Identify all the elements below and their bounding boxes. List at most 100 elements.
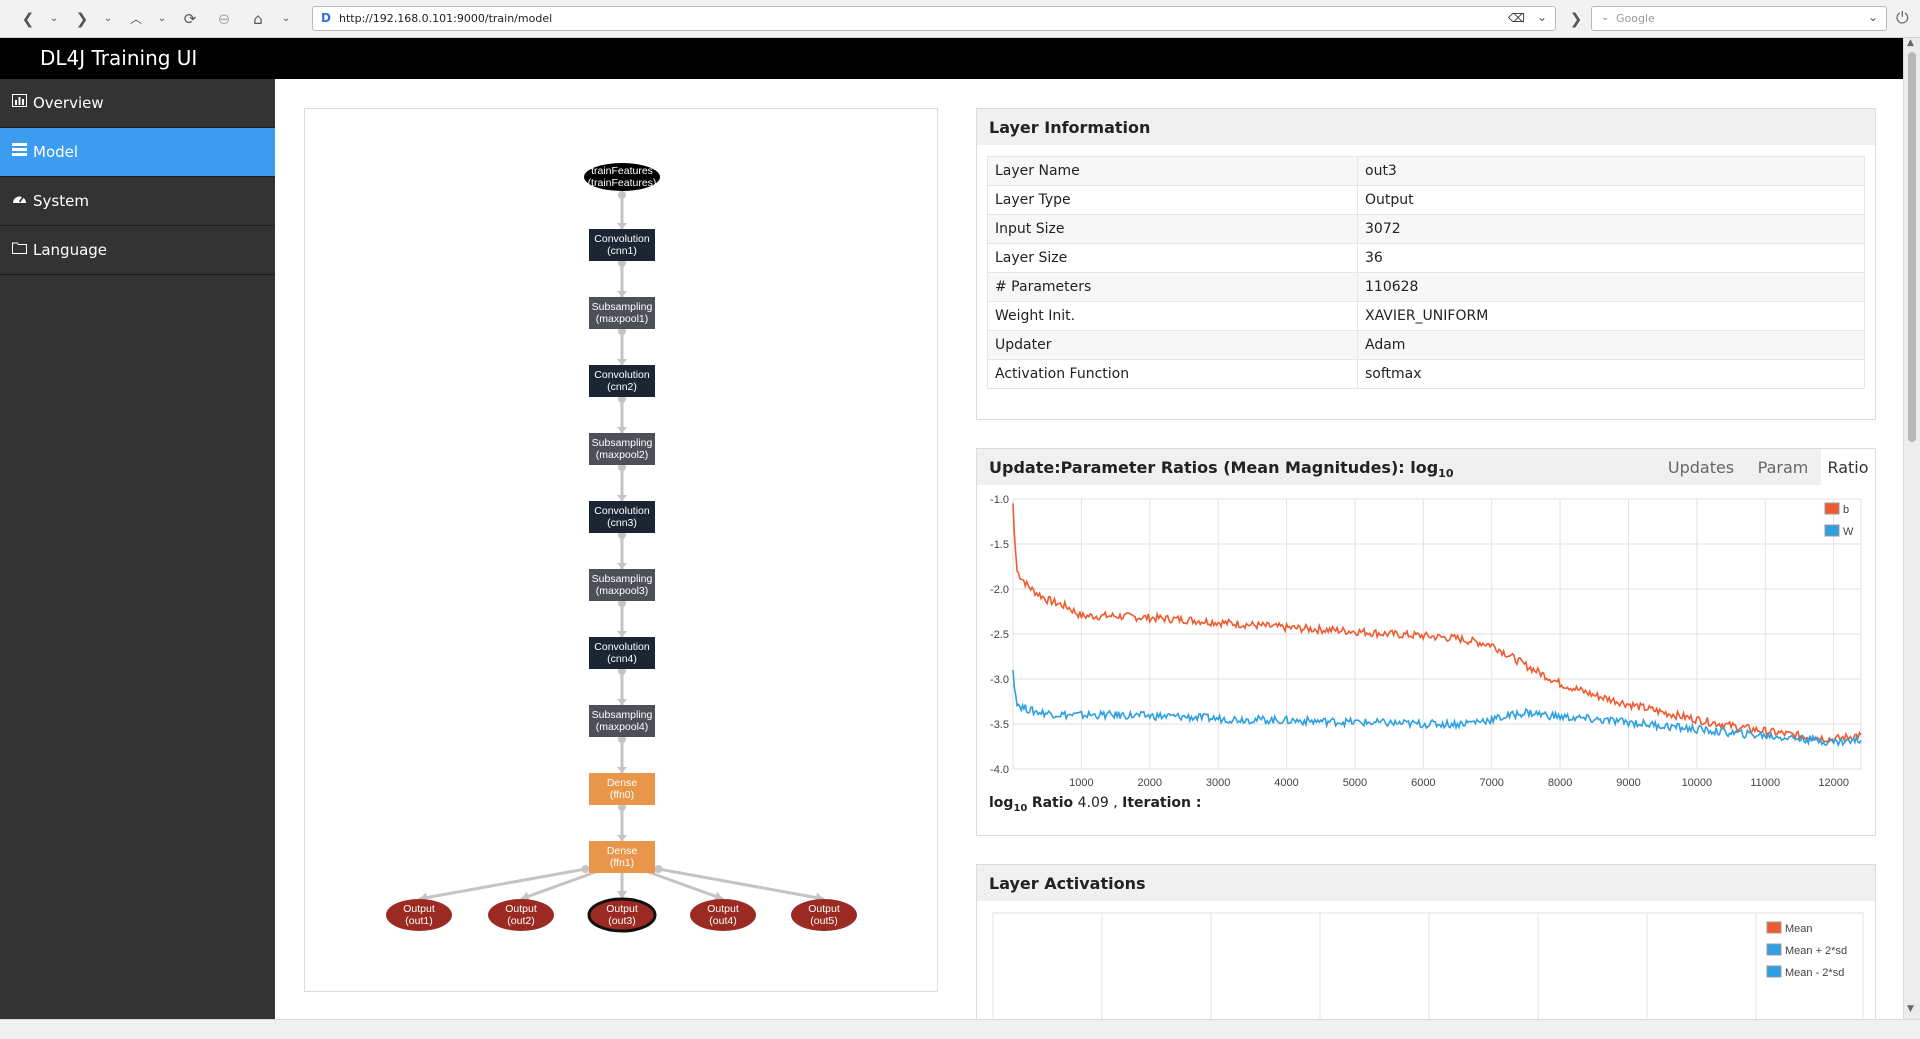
reload-icon[interactable]: ⟳ [183, 10, 197, 28]
x-tick-label: 2000 [1138, 777, 1162, 789]
graph-node-output[interactable]: Output(out3) [587, 897, 657, 933]
node-label: Subsampling [592, 301, 653, 313]
layer-info-title: Layer Information [989, 118, 1151, 137]
back-history-icon[interactable]: ⌄ [49, 13, 59, 24]
search-dropdown-icon[interactable]: ⌄ [1867, 10, 1878, 24]
node-shape[interactable] [386, 899, 452, 931]
y-tick-label: -1.0 [990, 494, 1009, 506]
node-shape[interactable] [690, 899, 756, 931]
node-shape[interactable] [589, 229, 655, 261]
table-row: Activation Function softmax [987, 359, 1865, 389]
forward-icon[interactable]: ❯ [75, 10, 89, 28]
y-tick-label: -1.5 [990, 539, 1009, 551]
scroll-down-icon[interactable]: ▼ [1907, 1004, 1914, 1014]
node-shape[interactable] [488, 899, 554, 931]
edge-arrow [617, 495, 627, 501]
series-line-W[interactable] [1012, 669, 1862, 748]
graph-node-input[interactable]: trainFeatures(trainFeatures) [584, 163, 660, 191]
ratio-chart[interactable]: 1000 2000 3000 4000 5000 6000 7000 8000 9000 1000… [977, 489, 1875, 789]
graph-node-dense[interactable]: Dense(ffn0) [589, 773, 655, 805]
node-sublabel: (cnn1) [607, 245, 637, 257]
forward-history-icon[interactable]: ⌄ [103, 13, 113, 24]
legend-swatch [1824, 502, 1840, 515]
series-line-b[interactable] [1012, 503, 1862, 745]
tab-ratio[interactable]: Ratio [1821, 449, 1875, 485]
home-menu-icon[interactable]: ⌄ [281, 13, 291, 24]
graph-edge [639, 867, 724, 901]
graph-node-conv[interactable]: Convolution(cnn3) [589, 501, 655, 533]
ratio-chart-panel: Update:Parameter Ratios (Mean Magnitudes… [976, 448, 1876, 836]
up-history-icon[interactable]: ⌄ [157, 13, 167, 24]
legend-label: b [1843, 504, 1849, 516]
info-key: Layer Name [987, 156, 1358, 186]
node-shape[interactable] [589, 365, 655, 397]
scrollbar-thumb[interactable] [1908, 52, 1916, 442]
sidebar-item-language[interactable]: Language [0, 226, 275, 275]
graph-edge [418, 867, 586, 901]
back-icon[interactable]: ❮ [21, 10, 35, 28]
node-sublabel: (out5) [810, 915, 837, 927]
node-shape[interactable] [587, 897, 657, 933]
graph-node-pool[interactable]: Subsampling(maxpool4) [589, 705, 655, 737]
stop-icon[interactable]: ⊖ [217, 10, 231, 28]
graph-node-output[interactable]: Output(out4) [690, 899, 756, 931]
go-icon[interactable]: ❯ [1569, 10, 1583, 28]
graph-node-conv[interactable]: Convolution(cnn1) [589, 229, 655, 261]
graph-node-output[interactable]: Output(out2) [488, 899, 554, 931]
node-shape[interactable] [589, 433, 655, 465]
graph-node-dense[interactable]: Dense(ffn1) [589, 841, 655, 873]
edge-arrow [617, 631, 627, 637]
panel-header: Layer Activations [977, 865, 1875, 901]
plot-area [992, 912, 1864, 1025]
graph-node-output[interactable]: Output(out1) [386, 899, 452, 931]
node-shape[interactable] [589, 569, 655, 601]
graph-node-pool[interactable]: Subsampling(maxpool2) [589, 433, 655, 465]
search-input[interactable]: Google [1616, 12, 1655, 25]
url-dropdown-icon[interactable]: ⌄ [1536, 10, 1547, 24]
node-shape[interactable] [589, 297, 655, 329]
ratio-value: 4.09 [1077, 795, 1109, 811]
edge-arrow [617, 563, 627, 569]
iteration-label: Iteration : [1122, 795, 1202, 811]
graph-node-output[interactable]: Output(out5) [791, 899, 857, 931]
node-shape[interactable] [584, 163, 660, 191]
graph-node-conv[interactable]: Convolution(cnn2) [589, 365, 655, 397]
search-box[interactable]: ⌄ Google ⌄ [1591, 6, 1887, 31]
up-icon[interactable]: ︿ [129, 12, 142, 26]
table-row: Layer Name out3 [987, 156, 1865, 186]
sidebar-item-overview[interactable]: Overview [0, 79, 275, 128]
graph-node-conv[interactable]: Convolution(cnn4) [589, 637, 655, 669]
sidebar-item-system[interactable]: System [0, 177, 275, 226]
url-text[interactable]: http://192.168.0.101:9000/train/model [339, 12, 553, 25]
horizontal-scrollbar[interactable] [0, 1019, 1920, 1039]
legend-swatch [1824, 524, 1840, 537]
vertical-scrollbar[interactable]: ▲ ▼ [1903, 38, 1920, 1019]
node-shape[interactable] [589, 841, 655, 873]
node-shape[interactable] [589, 705, 655, 737]
node-sublabel: (maxpool4) [596, 721, 649, 733]
clear-url-icon[interactable]: ⌫ [1508, 11, 1525, 25]
x-tick-label: 3000 [1206, 777, 1230, 789]
y-tick-label: -2.5 [990, 629, 1009, 641]
edge-joint [581, 865, 590, 873]
tab-param[interactable]: Param [1757, 458, 1809, 477]
activations-chart[interactable]: Mean Mean + 2*sd Mean - 2*sd [977, 901, 1875, 1025]
layer-activations-title: Layer Activations [989, 874, 1146, 893]
graph-node-pool[interactable]: Subsampling(maxpool1) [589, 297, 655, 329]
x-tick-label: 6000 [1411, 777, 1435, 789]
graph-node-pool[interactable]: Subsampling(maxpool3) [589, 569, 655, 601]
tab-updates[interactable]: Updates [1667, 458, 1735, 477]
y-tick-label: -2.0 [990, 584, 1009, 596]
node-shape[interactable] [589, 501, 655, 533]
node-shape[interactable] [791, 899, 857, 931]
legend-label: Mean + 2*sd [1785, 945, 1847, 957]
search-engine-icon[interactable]: ⌄ [1601, 12, 1610, 23]
x-tick-label: 12000 [1818, 777, 1849, 789]
home-icon[interactable]: ⌂ [253, 10, 263, 28]
sidebar-item-model[interactable]: Model [0, 128, 275, 177]
scroll-up-icon[interactable]: ▲ [1907, 38, 1914, 48]
node-shape[interactable] [589, 637, 655, 669]
address-bar[interactable]: D http://192.168.0.101:9000/train/model … [312, 6, 1556, 31]
node-shape[interactable] [589, 773, 655, 805]
power-icon[interactable]: ⏻ [1896, 8, 1909, 27]
